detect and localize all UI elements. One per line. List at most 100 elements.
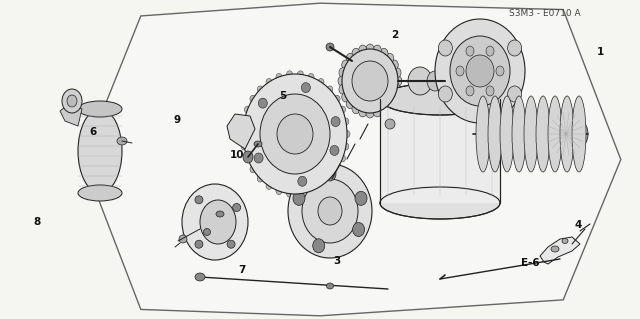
Ellipse shape — [204, 228, 211, 235]
Ellipse shape — [344, 130, 350, 137]
Ellipse shape — [338, 76, 346, 86]
Polygon shape — [380, 99, 500, 203]
Ellipse shape — [326, 43, 334, 51]
Ellipse shape — [551, 246, 559, 252]
Ellipse shape — [78, 109, 122, 193]
Ellipse shape — [355, 191, 367, 205]
Ellipse shape — [466, 86, 474, 96]
Ellipse shape — [67, 95, 77, 107]
Ellipse shape — [572, 96, 586, 172]
Ellipse shape — [287, 71, 292, 78]
Ellipse shape — [548, 96, 562, 172]
Ellipse shape — [318, 182, 324, 189]
Ellipse shape — [496, 66, 504, 76]
Ellipse shape — [380, 48, 388, 58]
Text: 4: 4 — [574, 220, 582, 230]
Ellipse shape — [339, 84, 347, 94]
Polygon shape — [60, 103, 82, 126]
Ellipse shape — [298, 190, 303, 197]
Ellipse shape — [327, 86, 333, 93]
Polygon shape — [227, 114, 255, 149]
Ellipse shape — [342, 92, 349, 102]
Ellipse shape — [408, 67, 432, 95]
Ellipse shape — [466, 55, 494, 87]
Ellipse shape — [302, 179, 358, 243]
Ellipse shape — [343, 118, 349, 125]
Text: S3M3 - E0710 A: S3M3 - E0710 A — [509, 9, 580, 18]
Ellipse shape — [386, 53, 394, 63]
Ellipse shape — [259, 98, 268, 108]
Ellipse shape — [308, 188, 314, 195]
Ellipse shape — [343, 143, 349, 150]
Ellipse shape — [227, 240, 235, 248]
Ellipse shape — [326, 283, 333, 289]
Text: 2: 2 — [392, 30, 399, 40]
Ellipse shape — [233, 204, 241, 211]
Ellipse shape — [330, 145, 339, 155]
Ellipse shape — [339, 68, 347, 78]
Ellipse shape — [78, 101, 122, 117]
Ellipse shape — [301, 83, 310, 93]
Ellipse shape — [512, 96, 526, 172]
Ellipse shape — [380, 83, 500, 115]
Ellipse shape — [334, 95, 340, 102]
Ellipse shape — [568, 120, 588, 148]
Text: 7: 7 — [238, 265, 246, 275]
Text: 6: 6 — [90, 127, 97, 137]
Ellipse shape — [277, 114, 313, 154]
Text: 9: 9 — [173, 115, 180, 125]
Ellipse shape — [117, 137, 127, 145]
Ellipse shape — [78, 185, 122, 201]
Ellipse shape — [254, 153, 263, 163]
Ellipse shape — [257, 86, 263, 93]
Text: 3: 3 — [333, 256, 340, 266]
Ellipse shape — [346, 53, 354, 63]
Ellipse shape — [260, 94, 330, 174]
Ellipse shape — [331, 116, 340, 127]
Ellipse shape — [486, 86, 494, 96]
Ellipse shape — [359, 45, 367, 55]
Ellipse shape — [200, 200, 236, 244]
Ellipse shape — [524, 96, 538, 172]
Ellipse shape — [182, 184, 248, 260]
Ellipse shape — [438, 40, 452, 56]
Ellipse shape — [508, 86, 522, 102]
Ellipse shape — [324, 167, 336, 181]
Ellipse shape — [243, 151, 253, 163]
Ellipse shape — [548, 112, 584, 156]
Ellipse shape — [298, 71, 303, 78]
Ellipse shape — [243, 74, 347, 194]
Ellipse shape — [216, 211, 224, 217]
Text: 5: 5 — [280, 91, 287, 101]
Ellipse shape — [476, 96, 490, 172]
Ellipse shape — [241, 143, 247, 150]
Ellipse shape — [466, 46, 474, 56]
Ellipse shape — [488, 96, 502, 172]
Ellipse shape — [380, 104, 388, 114]
Ellipse shape — [241, 118, 247, 125]
Ellipse shape — [244, 155, 250, 162]
Ellipse shape — [339, 106, 346, 113]
Ellipse shape — [298, 176, 307, 186]
Ellipse shape — [359, 107, 367, 117]
Ellipse shape — [276, 188, 282, 195]
Ellipse shape — [352, 48, 360, 58]
Ellipse shape — [366, 108, 374, 118]
Ellipse shape — [308, 73, 314, 80]
Ellipse shape — [318, 197, 342, 225]
Ellipse shape — [478, 122, 488, 146]
Ellipse shape — [394, 76, 402, 86]
Ellipse shape — [486, 46, 494, 56]
Ellipse shape — [342, 49, 398, 113]
Ellipse shape — [244, 106, 250, 113]
Ellipse shape — [438, 86, 452, 102]
Ellipse shape — [380, 187, 500, 219]
Ellipse shape — [393, 68, 401, 78]
Ellipse shape — [293, 191, 305, 205]
Ellipse shape — [276, 73, 282, 80]
Ellipse shape — [508, 40, 522, 56]
Ellipse shape — [390, 60, 398, 70]
Ellipse shape — [257, 175, 263, 182]
Ellipse shape — [456, 66, 464, 76]
Ellipse shape — [287, 190, 292, 197]
